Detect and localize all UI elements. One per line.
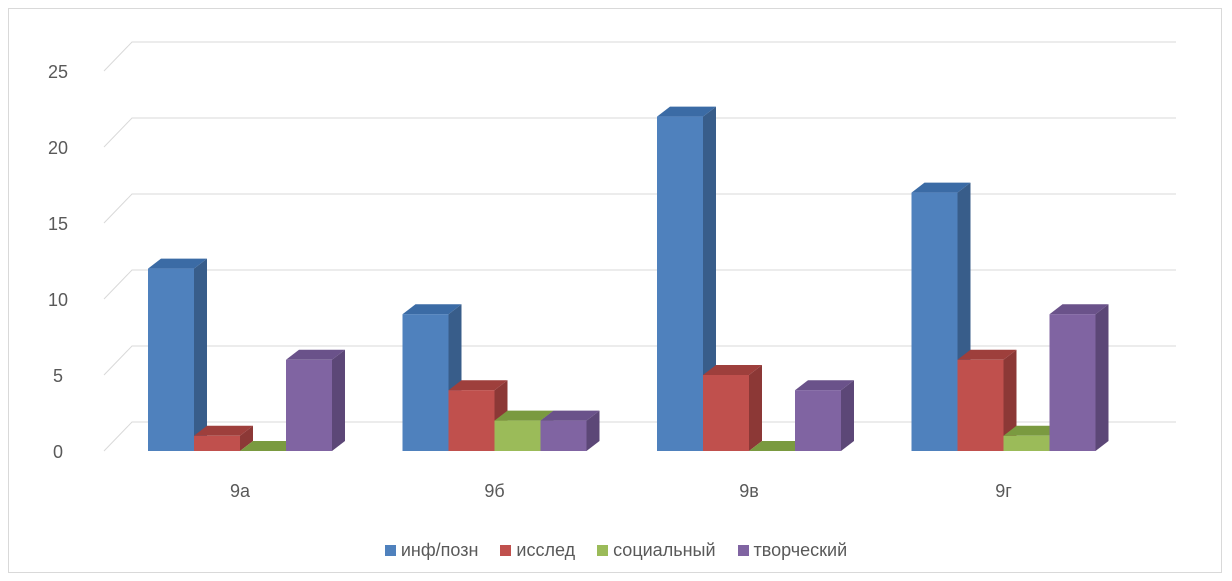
gridline-10 <box>103 269 1176 300</box>
gridline-25 <box>103 41 1176 72</box>
x-tick-label: 9а <box>230 481 251 501</box>
bar-top <box>540 410 600 421</box>
legend-label: инф/позн <box>400 539 479 560</box>
bar-side <box>240 425 253 451</box>
bar-top <box>194 425 253 436</box>
bar <box>657 106 716 451</box>
bar <box>1049 304 1109 451</box>
bar-top <box>286 349 345 360</box>
bar-top <box>795 380 854 391</box>
legend-item: социальный <box>597 539 716 561</box>
y-tick-label: 20 <box>48 138 68 158</box>
bar-top <box>1003 425 1063 436</box>
bar-top <box>240 441 299 451</box>
y-tick-label: 5 <box>53 366 63 386</box>
y-tick-label: 25 <box>48 62 68 82</box>
bar-side <box>1095 304 1109 451</box>
bar-top <box>1049 304 1109 315</box>
bar-front <box>795 390 841 451</box>
bar <box>749 441 808 451</box>
bar <box>703 365 762 451</box>
bar-front <box>1049 314 1096 451</box>
chart-legend: инф/позн исслед социальный творческий <box>0 538 1232 562</box>
x-tick-label: 9б <box>484 481 504 501</box>
bar-side <box>703 106 716 451</box>
bar-front <box>703 375 749 451</box>
bar <box>402 304 462 451</box>
legend-swatch <box>597 544 609 556</box>
bar <box>540 410 600 451</box>
bar-side <box>749 365 762 451</box>
bar-front <box>657 116 703 451</box>
bar-front <box>957 359 1004 451</box>
bar-front <box>911 192 958 451</box>
bar <box>286 349 345 451</box>
bar-top <box>402 304 462 315</box>
bar <box>194 425 253 451</box>
bar <box>911 182 971 451</box>
legend-swatch <box>500 544 512 556</box>
y-tick-label: 15 <box>48 214 68 234</box>
bar <box>795 380 854 451</box>
bar-top <box>749 441 808 451</box>
bar-top <box>657 106 716 117</box>
legend-swatch <box>384 544 396 556</box>
bar-front <box>402 314 449 451</box>
bar <box>240 441 299 451</box>
y-tick-label: 10 <box>48 290 68 310</box>
bar-front <box>540 420 587 451</box>
bar-front <box>148 268 194 451</box>
chart-frame <box>8 8 1222 573</box>
legend-label: творческий <box>753 539 848 560</box>
bar-top <box>911 182 971 193</box>
bar-front <box>1003 435 1050 451</box>
x-tick-label: 9г <box>995 481 1012 501</box>
bar-top <box>448 380 508 391</box>
bar-top <box>148 258 207 269</box>
y-tick-label: 0 <box>53 442 63 462</box>
x-tick-label: 9в <box>739 481 759 501</box>
bar-side <box>332 349 345 451</box>
legend-label: исслед <box>516 539 576 560</box>
bar-front <box>494 420 541 451</box>
gridline-20 <box>103 117 1176 148</box>
bar-front <box>448 390 495 451</box>
bar <box>957 349 1017 451</box>
bar-front <box>194 435 240 451</box>
bar-top <box>957 349 1017 360</box>
bar-side <box>586 410 600 451</box>
legend-item: инф/позн <box>384 539 479 561</box>
legend-label: социальный <box>613 539 716 560</box>
legend-swatch <box>737 544 749 556</box>
gridline-5 <box>103 345 1176 376</box>
bar-side <box>1003 349 1017 451</box>
gridline-15 <box>103 193 1176 224</box>
legend-item: творческий <box>737 539 848 561</box>
bars <box>148 106 1109 451</box>
bar <box>148 258 207 451</box>
bar-front <box>286 359 332 451</box>
bar-top <box>703 365 762 375</box>
bar-top <box>494 410 554 421</box>
legend-item: исслед <box>500 540 575 561</box>
bar-side <box>194 258 207 451</box>
bar-side <box>841 380 854 451</box>
